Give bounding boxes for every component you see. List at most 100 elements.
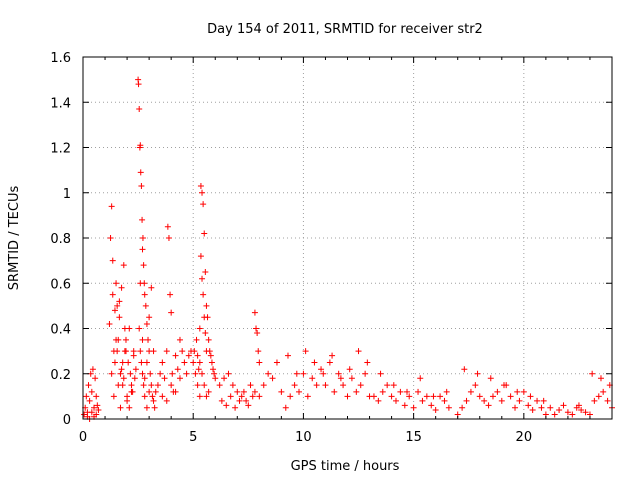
data-point — [207, 352, 214, 359]
data-point — [273, 359, 280, 366]
data-point — [199, 370, 206, 377]
data-point — [249, 393, 256, 400]
data-point — [404, 388, 411, 395]
data-point — [401, 402, 408, 409]
data-point — [582, 409, 589, 416]
data-point — [370, 393, 377, 400]
data-point — [243, 397, 250, 404]
data-point — [487, 375, 494, 382]
data-point — [124, 397, 131, 404]
data-point — [179, 348, 186, 355]
data-point — [302, 348, 309, 355]
data-point — [194, 382, 201, 389]
data-point — [481, 397, 488, 404]
data-point — [437, 393, 444, 400]
data-point — [116, 314, 123, 321]
data-point — [340, 382, 347, 389]
data-point — [423, 393, 430, 400]
data-point — [472, 382, 479, 389]
data-point — [111, 307, 118, 314]
data-point — [164, 223, 171, 230]
data-point — [142, 302, 149, 309]
data-point — [168, 382, 175, 389]
data-point — [197, 253, 204, 260]
data-point — [131, 375, 138, 382]
data-point — [143, 404, 150, 411]
data-point — [346, 366, 353, 373]
data-point — [208, 359, 215, 366]
data-point — [150, 348, 157, 355]
data-point — [540, 397, 547, 404]
data-point — [329, 352, 336, 359]
data-point — [114, 348, 121, 355]
data-point — [287, 393, 294, 400]
data-point — [578, 406, 585, 413]
data-point — [146, 388, 153, 395]
data-point — [236, 397, 243, 404]
data-point — [234, 388, 241, 395]
y-tick-label: 0.8 — [50, 232, 71, 247]
data-point — [199, 275, 206, 282]
data-point — [322, 382, 329, 389]
data-point — [128, 388, 135, 395]
data-point — [417, 375, 424, 382]
x-axis-label: GPS time / hours — [291, 459, 400, 474]
data-point — [201, 314, 208, 321]
data-point — [461, 366, 468, 373]
data-point — [304, 393, 311, 400]
data-point — [203, 302, 210, 309]
data-point — [507, 393, 514, 400]
data-point — [88, 409, 95, 416]
data-point — [195, 366, 202, 373]
data-point — [278, 388, 285, 395]
data-point — [494, 388, 501, 395]
x-tick-label: 10 — [295, 430, 312, 445]
axis-ticks — [82, 56, 612, 420]
data-point — [203, 348, 210, 355]
data-point — [121, 348, 128, 355]
y-tick-label: 1.4 — [50, 96, 71, 111]
data-point — [221, 375, 228, 382]
data-point — [192, 370, 199, 377]
data-point — [203, 393, 210, 400]
data-point — [197, 182, 204, 189]
data-point — [467, 388, 474, 395]
data-point — [348, 375, 355, 382]
data-point — [432, 406, 439, 413]
data-point — [212, 375, 219, 382]
data-point — [211, 370, 218, 377]
data-point — [138, 182, 145, 189]
data-point — [355, 348, 362, 355]
data-point — [529, 406, 536, 413]
y-axis-label: SRMTID / TECUs — [7, 186, 22, 291]
data-point — [564, 409, 571, 416]
x-tick-label: 5 — [189, 430, 197, 445]
data-point — [150, 397, 157, 404]
data-point — [139, 336, 146, 343]
data-point — [165, 235, 172, 241]
data-point — [141, 375, 148, 382]
data-point — [282, 404, 289, 411]
data-point — [247, 382, 254, 389]
data-point — [139, 235, 146, 241]
data-point — [589, 370, 596, 377]
data-point — [527, 393, 534, 400]
data-points — [81, 76, 615, 422]
data-point — [379, 388, 386, 395]
data-point — [597, 375, 604, 382]
data-point — [318, 366, 325, 373]
data-point — [428, 402, 435, 409]
data-point — [154, 382, 161, 389]
tick-labels: 0 5 10 15 20 0 0.2 0.4 0.6 0.8 1 1.2 1.4 1.6 — [50, 51, 532, 445]
data-point — [229, 382, 236, 389]
data-point — [167, 291, 174, 298]
data-point — [331, 388, 338, 395]
data-point — [375, 397, 382, 404]
y-tick-label: 0.4 — [50, 323, 71, 338]
data-point — [113, 336, 120, 343]
data-point — [128, 382, 135, 389]
data-point — [196, 359, 203, 366]
data-point — [600, 388, 607, 395]
data-point — [126, 404, 133, 411]
data-point — [512, 404, 519, 411]
